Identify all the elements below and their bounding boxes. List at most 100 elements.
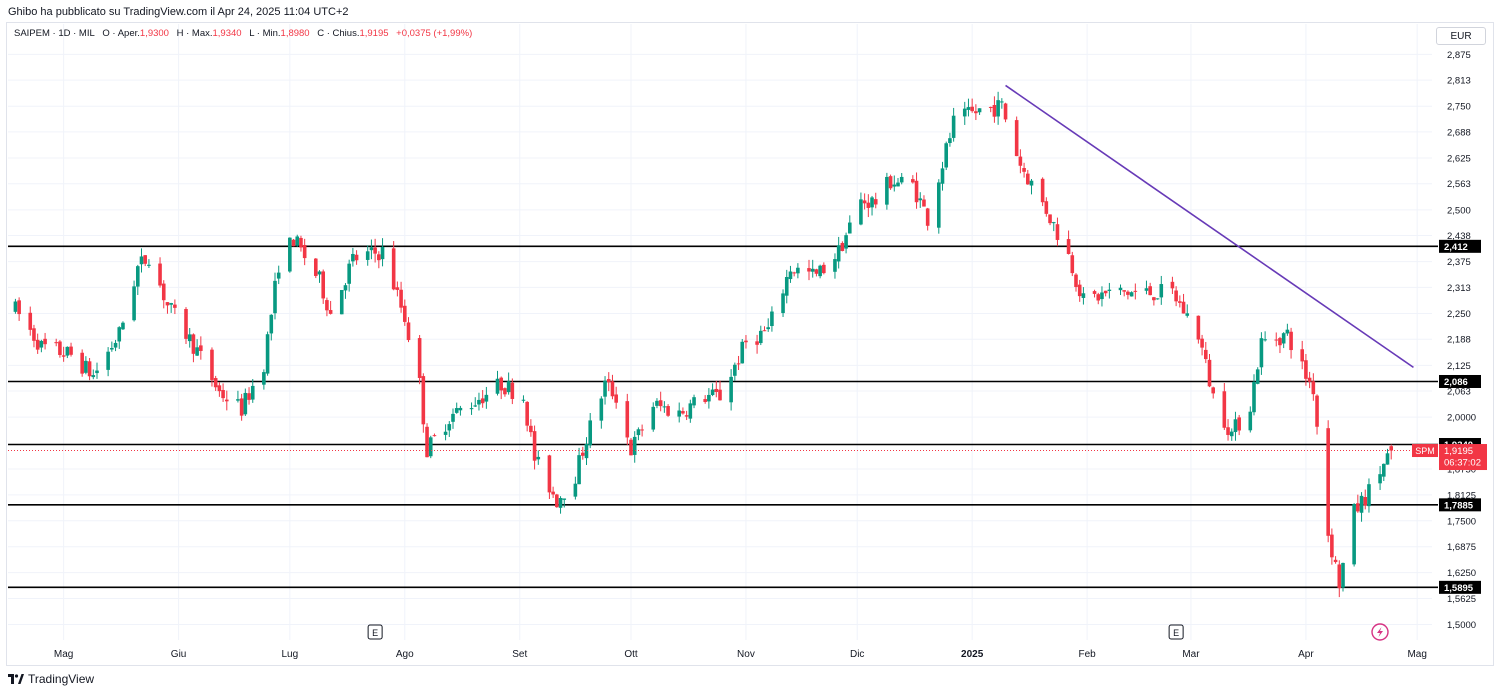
candle-body: [888, 176, 893, 189]
candle: [1196, 315, 1201, 344]
candle: [977, 108, 982, 115]
legend-change: +0,0375 (+1,99%): [396, 28, 473, 39]
candle-body: [844, 235, 848, 249]
candle: [343, 283, 348, 299]
candle: [250, 379, 255, 403]
y-tick-label: 2,250: [1447, 309, 1471, 320]
candle-body: [317, 271, 322, 275]
candle: [1252, 374, 1256, 416]
candle-body: [454, 408, 459, 413]
candle: [236, 390, 240, 403]
candle-body: [703, 399, 707, 402]
y-tick-label: 1,5625: [1447, 594, 1476, 605]
candle: [1304, 353, 1308, 386]
candle: [313, 258, 318, 279]
candle: [733, 362, 737, 381]
currency-button[interactable]: EUR: [1436, 27, 1486, 45]
candle-body: [1278, 338, 1282, 346]
candle-body: [532, 431, 537, 461]
candle-body: [447, 424, 452, 431]
x-tick-label: Set: [512, 649, 527, 660]
tradingview-logo-icon: [8, 674, 24, 684]
candle-body: [406, 322, 411, 341]
candle: [1389, 444, 1394, 460]
candle-body: [302, 244, 307, 259]
candle: [1096, 292, 1101, 305]
candle: [1274, 332, 1279, 347]
x-tick-label: Mag: [1407, 649, 1426, 660]
candle: [796, 263, 800, 279]
candle-body: [529, 425, 533, 433]
candle: [451, 408, 455, 429]
candle: [558, 496, 563, 514]
symbol-tag-box: [1412, 444, 1438, 458]
candle: [944, 141, 949, 171]
candle: [1144, 280, 1149, 295]
candle: [210, 347, 214, 387]
candle-body: [847, 222, 852, 234]
candle-body: [840, 242, 845, 251]
candle: [377, 251, 381, 269]
publisher-caption: Ghibo ha pubblicato su TradingView.com i…: [8, 6, 349, 18]
candle: [547, 454, 552, 500]
candle-body: [1229, 431, 1234, 437]
candle: [681, 407, 685, 415]
candle-body: [551, 491, 555, 495]
y-tick-label: 2,313: [1447, 283, 1471, 294]
candle: [269, 314, 274, 341]
candle-body: [80, 352, 84, 374]
candle-body: [1144, 288, 1149, 291]
candle-body: [365, 251, 370, 260]
candle: [1014, 116, 1019, 157]
legend-close-value: 1,9195: [359, 28, 389, 39]
candle-body: [684, 415, 689, 417]
candle-body: [1159, 284, 1164, 298]
candle: [61, 346, 66, 362]
candle-body: [766, 327, 771, 330]
candle: [625, 393, 630, 446]
legend-high-value: 1,9340: [212, 28, 242, 39]
candle-body: [243, 392, 248, 415]
candle-body: [1148, 286, 1152, 296]
candle-body: [629, 439, 633, 456]
y-tick-label: 1,6250: [1447, 568, 1476, 579]
legend-low-label: L · Min.: [249, 28, 281, 39]
candle-body: [758, 330, 763, 344]
candle-body: [1326, 428, 1330, 536]
candle-body: [792, 272, 796, 274]
candle-body: [547, 455, 552, 493]
candle-body: [970, 106, 974, 112]
candle: [818, 264, 822, 279]
candle-body: [299, 237, 303, 248]
candle: [970, 98, 974, 113]
candle: [822, 262, 826, 275]
candle-body: [354, 254, 359, 261]
candle: [655, 398, 659, 409]
candle-body: [425, 426, 429, 458]
level-price-tag: [1439, 374, 1481, 388]
candle-body: [1000, 101, 1004, 103]
candle-body: [866, 202, 871, 208]
candle-body: [996, 100, 1000, 117]
candle: [1100, 286, 1104, 307]
candle-body: [402, 305, 407, 322]
candle-body: [187, 334, 192, 342]
candle: [755, 334, 759, 354]
candle-body: [562, 498, 567, 500]
candle-body: [1152, 297, 1156, 301]
candle-body: [1048, 214, 1052, 224]
chart-frame[interactable]: [6, 22, 1494, 666]
candle: [17, 297, 21, 321]
candle-body: [1389, 446, 1394, 451]
candle: [577, 447, 581, 485]
footer-brand[interactable]: TradingView: [8, 672, 94, 686]
earnings-marker-label: E: [1173, 628, 1179, 638]
candle-body: [499, 377, 504, 391]
candle: [1000, 98, 1004, 109]
candle: [1326, 420, 1330, 543]
candle-body: [610, 381, 615, 397]
candle-body: [217, 385, 222, 392]
candle-body: [714, 388, 719, 393]
legend-close-label: C · Chius.: [317, 28, 360, 39]
